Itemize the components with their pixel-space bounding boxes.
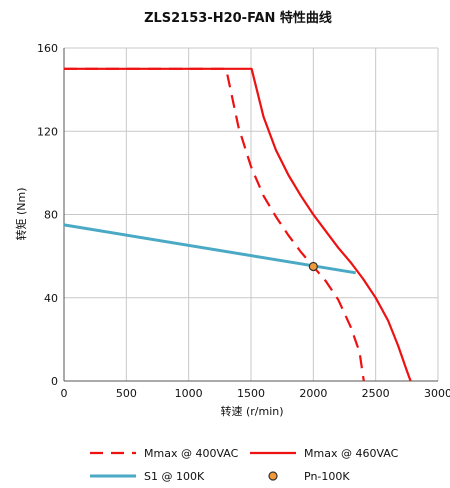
legend-label: S1 @ 100K — [144, 470, 205, 483]
legend-item: Pn-100K — [268, 470, 350, 483]
legend-item: Mmax @ 460VAC — [250, 447, 399, 460]
series-line-s1-100k — [63, 223, 356, 275]
legend-label: Mmax @ 400VAC — [144, 447, 239, 460]
x-tick-label: 1500 — [237, 387, 265, 400]
legend: Mmax @ 400VAC Mmax @ 460VAC S1 @ 100K Pn-10… — [90, 447, 399, 483]
x-tick-label: 3000 — [424, 387, 450, 400]
axes — [63, 48, 438, 382]
series-line-mmax-400vac — [64, 67, 365, 382]
y-tick-label: 80 — [44, 209, 58, 222]
series-layer — [63, 67, 412, 382]
x-tick-label: 2000 — [299, 387, 327, 400]
x-tick-label: 1000 — [175, 387, 203, 400]
chart-title: ZLS2153-H20-FAN 特性曲线 — [144, 10, 332, 26]
legend-item: Mmax @ 400VAC — [90, 447, 239, 460]
series-marker-pn-100k — [308, 261, 318, 272]
y-tick-label: 0 — [51, 375, 58, 388]
x-tick-label: 2500 — [362, 387, 390, 400]
y-axis-label: 转矩 (Nm) — [14, 187, 28, 240]
y-tick-label: 160 — [37, 42, 58, 55]
x-axis-label: 转速 (r/min) — [220, 404, 283, 418]
x-tick-label: 0 — [61, 387, 68, 400]
tick-labels: 0 500 1000 1500 2000 2500 3000 0 40 80 120 160 — [37, 42, 450, 400]
x-tick-label: 500 — [116, 387, 137, 400]
grid-lines — [64, 47, 439, 381]
legend-label: Mmax @ 460VAC — [304, 447, 399, 460]
y-tick-label: 40 — [44, 292, 58, 305]
legend-label: Pn-100K — [304, 470, 350, 483]
y-tick-label: 120 — [37, 125, 58, 138]
series-line-mmax-460vac — [64, 67, 412, 382]
legend-item: S1 @ 100K — [90, 470, 205, 483]
legend-swatch-marker — [268, 471, 278, 481]
